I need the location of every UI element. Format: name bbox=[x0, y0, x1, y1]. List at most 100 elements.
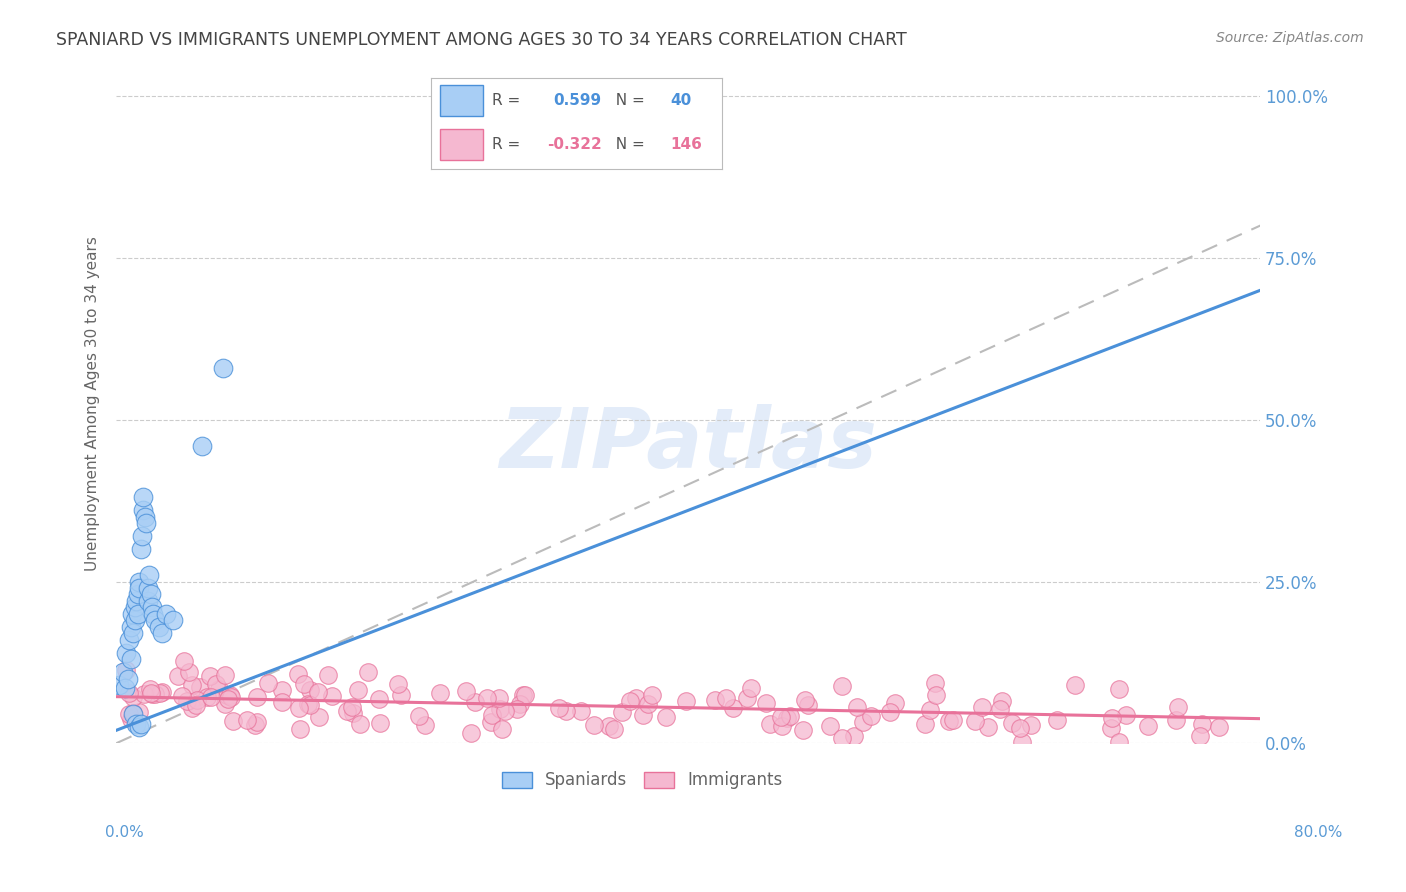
Point bbox=[1164, 713, 1187, 727]
Point bbox=[505, 702, 527, 716]
Point bbox=[831, 731, 853, 745]
Point bbox=[316, 667, 339, 681]
Point bbox=[299, 683, 322, 698]
Point bbox=[120, 620, 142, 634]
Point bbox=[217, 688, 239, 702]
Point bbox=[582, 717, 605, 731]
Point bbox=[131, 529, 153, 543]
Point bbox=[246, 690, 269, 704]
Point bbox=[128, 581, 150, 595]
Point bbox=[219, 690, 242, 705]
Point bbox=[139, 686, 162, 700]
Point bbox=[1011, 734, 1033, 748]
Point bbox=[481, 715, 503, 730]
Point bbox=[118, 686, 141, 700]
Point bbox=[342, 706, 364, 721]
Point bbox=[1108, 681, 1130, 696]
Point bbox=[145, 687, 167, 701]
Point bbox=[347, 682, 370, 697]
Point bbox=[429, 685, 451, 699]
Point bbox=[1064, 677, 1087, 691]
Point bbox=[515, 688, 537, 702]
Point bbox=[124, 613, 146, 627]
Point bbox=[139, 587, 162, 601]
Point bbox=[464, 695, 486, 709]
Point bbox=[129, 716, 152, 731]
Point bbox=[977, 720, 1000, 734]
Point bbox=[408, 709, 430, 723]
Point bbox=[127, 587, 149, 601]
Point bbox=[1101, 721, 1123, 735]
Point bbox=[335, 704, 357, 718]
Point bbox=[298, 698, 321, 712]
Point bbox=[290, 723, 312, 737]
Point bbox=[925, 689, 948, 703]
Point bbox=[167, 669, 190, 683]
Point bbox=[181, 677, 204, 691]
Point bbox=[118, 706, 141, 721]
Point bbox=[610, 705, 633, 719]
Point bbox=[598, 719, 620, 733]
Point bbox=[246, 714, 269, 729]
Point bbox=[879, 706, 901, 720]
Point bbox=[208, 681, 231, 696]
Point bbox=[641, 688, 664, 702]
Y-axis label: Unemployment Among Ages 30 to 34 years: Unemployment Among Ages 30 to 34 years bbox=[86, 236, 100, 571]
Point bbox=[859, 709, 882, 723]
Point bbox=[141, 600, 163, 615]
Point bbox=[132, 491, 155, 505]
Point bbox=[963, 714, 986, 729]
Point bbox=[619, 694, 641, 708]
Point bbox=[884, 696, 907, 710]
Point bbox=[924, 676, 946, 690]
Point bbox=[509, 697, 531, 711]
Point bbox=[990, 694, 1012, 708]
Point bbox=[115, 646, 138, 660]
Point bbox=[292, 676, 315, 690]
Text: ZIPatlas: ZIPatlas bbox=[499, 404, 877, 485]
Point bbox=[716, 691, 738, 706]
Point bbox=[1191, 717, 1213, 731]
Point bbox=[221, 714, 243, 728]
Point bbox=[776, 711, 799, 725]
Point bbox=[114, 663, 136, 677]
Point bbox=[121, 607, 143, 621]
Point bbox=[1188, 729, 1211, 743]
Point bbox=[342, 700, 364, 714]
Point bbox=[988, 702, 1011, 716]
Point bbox=[1046, 714, 1069, 728]
Point bbox=[489, 701, 512, 715]
Point bbox=[155, 607, 177, 621]
Point bbox=[637, 697, 659, 711]
Point bbox=[122, 626, 145, 640]
Point bbox=[842, 729, 865, 743]
Point bbox=[1108, 735, 1130, 749]
Point bbox=[755, 696, 778, 710]
Point bbox=[271, 695, 294, 709]
Point bbox=[1167, 699, 1189, 714]
Point bbox=[121, 690, 143, 705]
Point bbox=[1101, 711, 1123, 725]
Point bbox=[735, 691, 758, 706]
Point bbox=[135, 516, 157, 531]
Point bbox=[460, 726, 482, 740]
Point bbox=[491, 722, 513, 736]
Point bbox=[124, 600, 146, 615]
Point bbox=[235, 714, 257, 728]
Point bbox=[1001, 715, 1024, 730]
Point bbox=[204, 677, 226, 691]
Point bbox=[495, 704, 517, 718]
Point bbox=[547, 701, 569, 715]
Point bbox=[141, 687, 163, 701]
Point bbox=[387, 676, 409, 690]
Point bbox=[219, 688, 242, 702]
Point bbox=[631, 708, 654, 723]
Point bbox=[287, 666, 309, 681]
Point bbox=[122, 707, 145, 722]
Point bbox=[852, 715, 875, 730]
Point bbox=[297, 697, 319, 711]
Point bbox=[938, 714, 960, 728]
Point bbox=[554, 704, 576, 718]
Point bbox=[117, 672, 139, 686]
Point bbox=[128, 705, 150, 719]
